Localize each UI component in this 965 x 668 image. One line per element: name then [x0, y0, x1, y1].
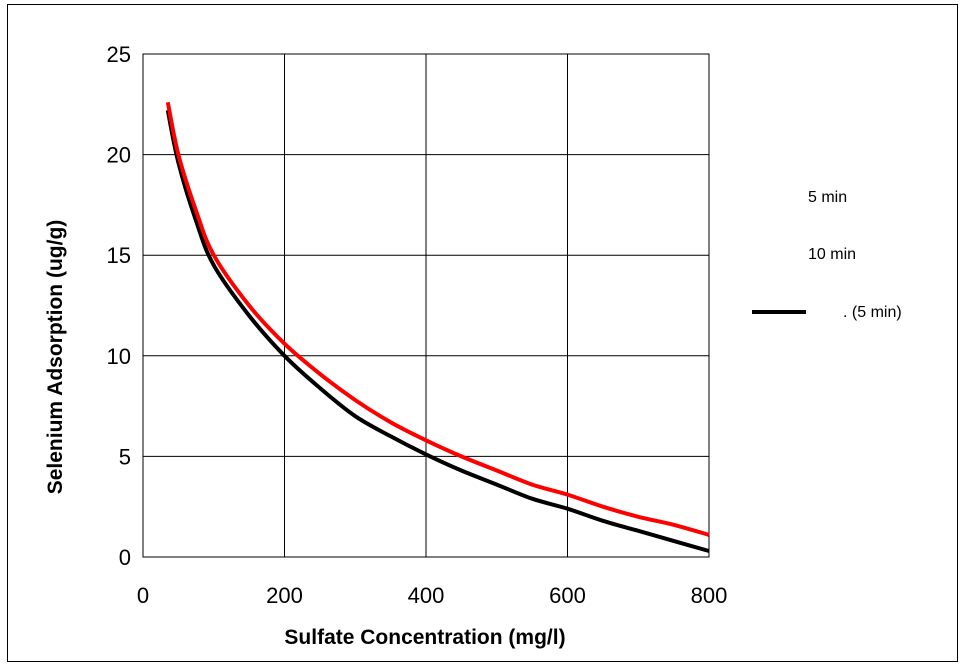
legend-label: . (5 min) — [843, 304, 902, 321]
tick-layer: 0 200 400 600 800 0 5 10 15 20 25 — [107, 42, 728, 608]
series-line-1 — [165, 101, 710, 537]
x-tick-label: 800 — [691, 583, 728, 608]
x-tick-label: 0 — [137, 583, 149, 608]
y-tick-label: 5 — [119, 444, 131, 469]
x-axis-title: Sulfate Concentration (mg/l) — [284, 626, 565, 649]
x-tick-label: 200 — [266, 583, 303, 608]
y-tick-label: 25 — [107, 42, 131, 67]
x-tick-label: 400 — [408, 583, 445, 608]
legend-label: 5 min — [808, 189, 847, 206]
y-axis-title: Selenium Adsorption (ug/g) — [44, 220, 67, 495]
y-tick-label: 15 — [107, 243, 131, 268]
grid-layer — [142, 53, 710, 558]
series-layer — [165, 101, 710, 553]
legend: 5 min 10 min . (5 min) — [752, 189, 902, 321]
chart-frame — [7, 4, 958, 662]
series-line-0 — [165, 109, 710, 553]
x-tick-label: 600 — [549, 583, 586, 608]
y-tick-label: 20 — [107, 143, 131, 168]
legend-label: 10 min — [808, 246, 856, 263]
y-tick-label: 0 — [119, 545, 131, 570]
y-tick-label: 10 — [107, 344, 131, 369]
